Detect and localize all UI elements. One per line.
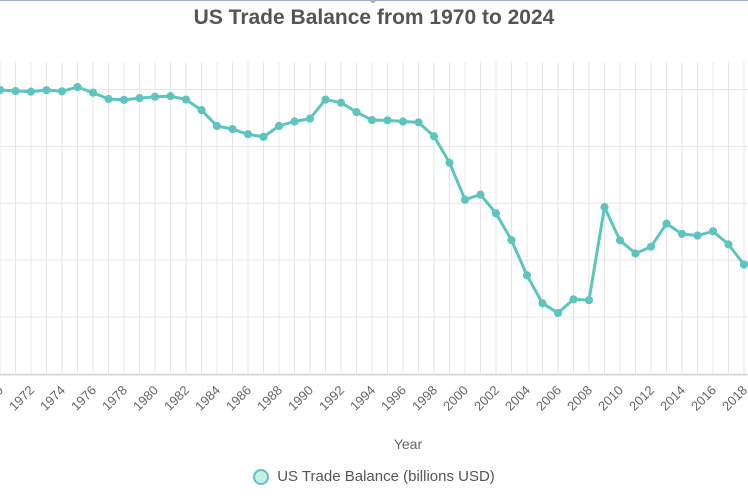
- data-point-1973[interactable]: [42, 86, 51, 95]
- legend[interactable]: US Trade Balance (billions USD): [0, 468, 748, 485]
- data-point-2007[interactable]: [569, 295, 578, 304]
- data-point-1977[interactable]: [104, 94, 113, 104]
- data-point-1984[interactable]: [212, 121, 222, 131]
- data-point-1971[interactable]: [11, 86, 20, 96]
- data-point-2008[interactable]: [584, 296, 594, 305]
- x-tick-label-2002: 2002: [471, 383, 502, 414]
- chart-title: US Trade Balance from 1970 to 2024: [193, 6, 555, 29]
- data-point-1983[interactable]: [197, 105, 206, 115]
- data-point-2018[interactable]: [739, 260, 748, 269]
- data-point-1980[interactable]: [150, 92, 160, 101]
- data-point-2014[interactable]: [677, 229, 687, 238]
- data-point-1988[interactable]: [274, 121, 284, 131]
- data-point-2016[interactable]: [708, 227, 718, 236]
- data-point-1990[interactable]: [305, 114, 315, 123]
- x-tick-label-1978: 1978: [99, 383, 130, 414]
- data-point-2010[interactable]: [615, 236, 625, 245]
- x-tick-label-2018: 2018: [719, 383, 748, 414]
- legend-label: US Trade Balance (billions USD): [277, 468, 495, 485]
- data-point-1986[interactable]: [243, 130, 253, 139]
- x-tick-label-1990: 1990: [285, 383, 316, 414]
- data-point-1998[interactable]: [429, 132, 439, 141]
- x-tick-label-2008: 2008: [564, 383, 595, 414]
- x-tick-label-1972: 1972: [6, 383, 37, 414]
- data-point-2006[interactable]: [553, 308, 563, 318]
- x-tick-label-1998: 1998: [409, 383, 440, 414]
- x-tick-label-2006: 2006: [533, 383, 564, 414]
- x-tick-label-1996: 1996: [378, 383, 409, 414]
- data-point-1992[interactable]: [336, 98, 346, 107]
- data-point-1974[interactable]: [57, 87, 67, 96]
- x-tick-label-2010: 2010: [595, 383, 626, 414]
- data-point-2013[interactable]: [662, 219, 671, 228]
- data-point-1999[interactable]: [445, 158, 454, 167]
- data-point-1994[interactable]: [367, 115, 377, 125]
- x-tick-label-1994: 1994: [347, 383, 378, 414]
- data-points: [0, 82, 748, 318]
- data-point-2002[interactable]: [491, 209, 501, 218]
- x-tick-label-1986: 1986: [223, 383, 254, 414]
- data-point-1982[interactable]: [181, 95, 191, 104]
- data-point-1975[interactable]: [73, 82, 82, 92]
- data-point-1989[interactable]: [290, 117, 299, 126]
- data-point-1979[interactable]: [135, 94, 144, 103]
- data-point-1993[interactable]: [352, 107, 361, 117]
- x-tick-label-1970: 1970: [0, 383, 6, 414]
- data-point-1972[interactable]: [26, 87, 36, 96]
- data-point-1985[interactable]: [228, 125, 237, 134]
- data-point-2011[interactable]: [631, 249, 640, 258]
- x-tick-label-2000: 2000: [440, 383, 471, 414]
- data-point-2004[interactable]: [522, 271, 532, 280]
- x-tick-label-1980: 1980: [130, 383, 161, 414]
- data-point-2005[interactable]: [538, 299, 547, 308]
- x-tick-label-1992: 1992: [316, 383, 347, 414]
- data-point-2017[interactable]: [724, 240, 733, 249]
- data-point-1987[interactable]: [259, 132, 268, 141]
- x-tick-label-2014: 2014: [657, 383, 688, 414]
- x-tick-label-1984: 1984: [192, 383, 223, 414]
- x-tick-label-2004: 2004: [502, 383, 533, 414]
- data-point-2001[interactable]: [476, 190, 485, 199]
- x-tick-label-2012: 2012: [626, 383, 657, 414]
- data-point-1991[interactable]: [321, 95, 330, 104]
- legend-marker-icon: [253, 468, 270, 485]
- x-tick-label-1974: 1974: [37, 383, 68, 414]
- data-point-1996[interactable]: [398, 117, 408, 126]
- data-point-1970[interactable]: [0, 85, 5, 94]
- x-tick-label-2016: 2016: [688, 383, 719, 414]
- data-point-1995[interactable]: [383, 116, 392, 125]
- grid-lines: [0, 62, 748, 375]
- data-point-1978[interactable]: [119, 95, 129, 104]
- x-tick-label-1982: 1982: [161, 383, 192, 414]
- data-point-1997[interactable]: [414, 118, 423, 127]
- x-tick-labels: 1970 1972 1974 1976 1978 1980 1982 1984 1986 1988…: [0, 383, 748, 414]
- data-point-1976[interactable]: [88, 88, 98, 97]
- x-axis-label: Year: [394, 436, 423, 452]
- x-tick-label-1988: 1988: [254, 383, 285, 414]
- data-point-2009[interactable]: [600, 203, 609, 212]
- top-scroll-indicator: [370, 0, 376, 3]
- data-point-2015[interactable]: [693, 231, 702, 240]
- x-tick-label-1976: 1976: [68, 383, 99, 414]
- data-point-1981[interactable]: [166, 92, 175, 101]
- data-point-2003[interactable]: [507, 236, 516, 245]
- data-point-2000[interactable]: [460, 195, 470, 204]
- data-point-2012[interactable]: [646, 242, 656, 251]
